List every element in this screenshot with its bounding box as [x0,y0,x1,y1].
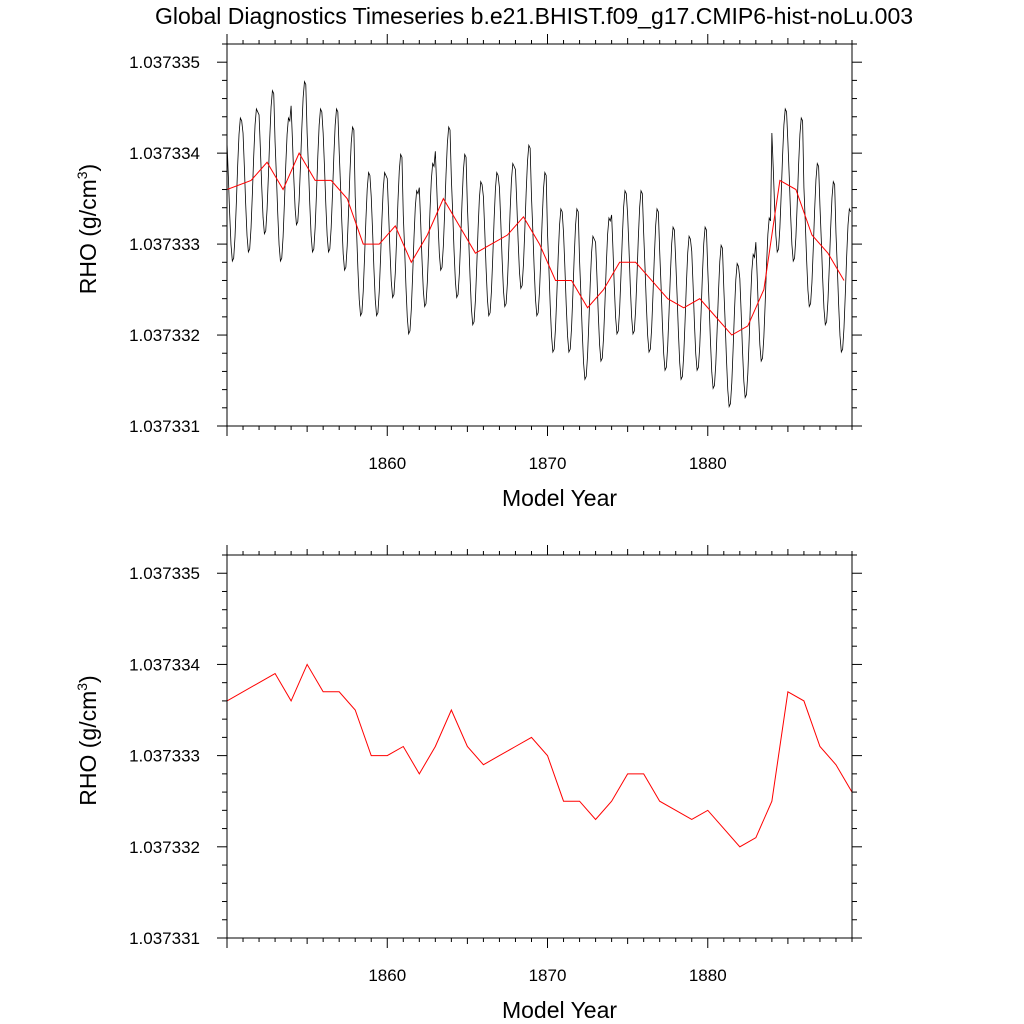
y-tick-label: 1.037335 [129,564,200,583]
y-axis-label-superscript: 3 [74,683,90,691]
annual-mean-series-line [227,663,852,848]
y-tick-label: 1.037333 [129,235,200,254]
y-axis-label-main: RHO (g/cm [75,179,101,294]
y-tick-label: 1.037334 [129,655,200,674]
x-axis-label: Model Year [502,485,617,511]
plot-frame [226,43,853,427]
top-panel: 1.037331 1.037332 1.037333 1.037334 1.037335… [74,34,862,511]
bottom-panel: 1.037331 1.037332 1.037333 1.037334 1.037335… [74,545,862,1023]
x-axis-label: Model Year [502,997,617,1023]
annual-mean-series-line [227,152,845,336]
y-tick-label: 1.037335 [129,53,200,72]
x-tick-label: 1880 [689,966,727,985]
y-tick-label: 1.037333 [129,747,200,766]
y-tick-label: 1.037332 [129,326,200,345]
y-axis-label-close: ) [75,164,101,172]
x-tick-label: 1870 [529,966,567,985]
y-axis-label: RHO (g/cm3) [74,164,101,294]
y-axis-label-superscript: 3 [74,171,90,179]
figure-title: Global Diagnostics Timeseries b.e21.BHIS… [155,3,913,29]
y-tick-label: 1.037334 [129,144,200,163]
y-tick-label: 1.037332 [129,838,200,857]
y-axis-label-main: RHO (g/cm [75,691,101,806]
plot-frame [226,554,853,939]
y-tick-label: 1.037331 [129,929,200,948]
y-axis-label: RHO (g/cm3) [74,675,101,805]
x-tick-label: 1880 [689,454,727,473]
y-axis-label-close: ) [75,675,101,683]
plot-area [227,663,852,848]
x-tick-label: 1860 [368,454,406,473]
x-tick-label: 1870 [529,454,567,473]
x-tick-label: 1860 [368,966,406,985]
y-tick-label: 1.037331 [129,417,200,436]
plot-area [227,80,852,409]
monthly-series-line [227,80,852,409]
